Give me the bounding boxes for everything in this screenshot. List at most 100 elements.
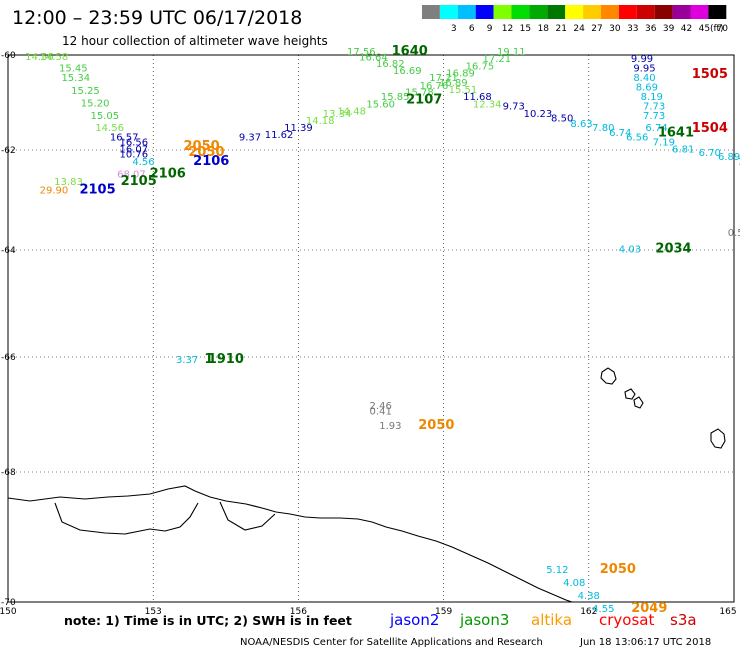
colorbar-swatch (422, 5, 440, 19)
pass-time-label: 2106 (193, 154, 229, 169)
colorbar-tick-label: 39 (663, 24, 675, 34)
wave-height-label: 3.37 (176, 355, 198, 366)
wave-height-label: 14.18 (306, 116, 335, 127)
lon-tick-label: 153 (145, 607, 162, 617)
pass-time-label: 2049 (631, 601, 667, 616)
wave-height-label: 15.85 (381, 92, 410, 103)
wave-height-label: 15.34 (61, 73, 90, 84)
pass-time-label: 1641 (658, 126, 694, 141)
wave-height-label: 0.41 (370, 407, 392, 418)
pass-time-label: 2106 (150, 167, 186, 182)
island (600, 367, 617, 385)
colorbar-swatch (529, 5, 548, 19)
pass-time-label: 1640 (392, 44, 428, 59)
colorbar-tick-label: 27 (591, 24, 602, 34)
colorbar-tick-label: 3 (451, 24, 457, 34)
island (710, 428, 726, 449)
colorbar-tick-label: 70 (717, 24, 729, 34)
wave-height-label: 10.76 (120, 150, 149, 161)
wave-height-colorbar: 3 6 9 12 15 18 21 24 27 30 33 36 39 42 45 70 (422, 5, 728, 34)
wave-height-label: 15.20 (81, 98, 110, 109)
wave-height-label: 16.76 (420, 81, 449, 92)
wave-height-label: 14.56 (25, 52, 54, 63)
legend-cryosat: cryosat (599, 611, 654, 629)
land-outlines (7, 367, 726, 603)
wave-height-label: 17.21 (483, 54, 512, 65)
colorbar-swatch (654, 5, 673, 19)
pass-time-label: 2050 (418, 418, 454, 433)
wave-height-label: 16.07 (120, 145, 149, 156)
coastline-inlet (54, 501, 276, 535)
colorbar-tick-label: 9 (487, 24, 493, 34)
footer-timestamp: Jun 18 13:06:17 UTC 2018 (579, 637, 711, 648)
pass-time-label: 2050 (188, 145, 224, 160)
colorbar-tick-label: 45 (699, 24, 710, 34)
pass-time-label: 1910 (208, 352, 244, 367)
wave-height-label: 15.05 (90, 111, 119, 122)
pass-time-label: 2107 (406, 92, 442, 107)
wave-height-label: 68.07 (117, 170, 146, 181)
wave-height-label: 15.45 (59, 64, 88, 75)
colorbar-tick-label: 24 (573, 24, 585, 34)
pass-time-label: 2105 (121, 174, 157, 189)
legend-altika: altika (531, 611, 572, 629)
colorbar-swatch (601, 5, 619, 19)
wave-height-label: 4.03 (619, 245, 641, 256)
colorbar-tick-label: 36 (645, 24, 657, 34)
wave-height-label: 16.89 (439, 78, 468, 89)
wave-height-label: 5.12 (546, 565, 568, 576)
legend-jason2: jason2 (389, 611, 439, 629)
wave-height-label: 16.56 (120, 137, 149, 148)
colorbar-swatch (565, 5, 584, 19)
wave-height-label: 11.39 (284, 123, 313, 134)
wave-height-label: 8.50 (551, 114, 573, 125)
wave-height-label: 0.59 (728, 228, 740, 239)
pass-time-label: 2105 (79, 183, 115, 198)
colorbar-tick-label: 6 (469, 24, 475, 34)
wave-height-label: 6.89 (718, 152, 740, 163)
colorbar-tick-label: 12 (502, 24, 513, 34)
wave-height-labels: 14.5614.5815.4515.3415.2515.2015.0514.56… (25, 44, 740, 616)
wave-height-label: 4.38 (578, 591, 600, 602)
map-title: 12:00 – 23:59 UTC 06/17/2018 (12, 7, 302, 29)
wave-height-label: 2.46 (370, 401, 392, 412)
satellite-legend: jason2 jason3 altika cryosat s3a (389, 611, 697, 629)
wave-height-label: 14.58 (40, 52, 69, 63)
wave-height-label: 11.68 (463, 92, 492, 103)
wave-height-label: 7.19 (653, 137, 675, 148)
wave-height-label: 9.73 (503, 102, 525, 113)
pass-time-label: 1 (204, 352, 213, 367)
wave-height-label: 16.64 (359, 53, 388, 64)
colorbar-swatch (690, 5, 709, 19)
footer-credit: NOAA/NESDIS Center for Satellite Applica… (240, 637, 543, 648)
colorbar-swatch (475, 5, 494, 19)
colorbar-swatch (618, 5, 637, 19)
wave-height-label: 15.51 (449, 85, 478, 96)
wave-height-label: 15.25 (71, 86, 100, 97)
pass-time-label: 2050 (184, 139, 220, 154)
wave-height-label: 16.82 (376, 59, 405, 70)
wave-height-label: 7.73 (643, 111, 665, 122)
colorbar-swatch (708, 5, 727, 19)
map-frame (7, 54, 735, 603)
map-subtitle: 12 hour collection of altimeter wave hei… (62, 34, 328, 48)
colorbar-swatch (511, 5, 530, 19)
wave-height-label: 6.74 (609, 128, 631, 139)
wave-height-label: 9.37 (239, 133, 261, 144)
wave-height-label: 6.56 (626, 133, 648, 144)
colorbar-tick-label: 42 (681, 24, 692, 34)
wave-height-label: 10.23 (524, 109, 553, 120)
pass-time-label: 1504 (692, 121, 728, 136)
wave-height-label: 14.56 (95, 123, 124, 134)
pass-time-label: 2050 (600, 562, 636, 577)
legend-s3a: s3a (670, 611, 697, 629)
legend-jason3: jason3 (459, 611, 509, 629)
wave-height-label: 17.56 (347, 47, 376, 58)
colorbar-unit-label: (ft) (710, 24, 724, 34)
wave-height-label: 16.69 (393, 66, 422, 77)
lon-tick-label: 156 (290, 607, 307, 617)
wave-height-label: 6.70 (699, 148, 721, 159)
wave-height-label: 8.63 (570, 119, 592, 130)
lon-tick-label: 165 (719, 607, 736, 617)
wave-height-label: 16.89 (446, 68, 475, 79)
